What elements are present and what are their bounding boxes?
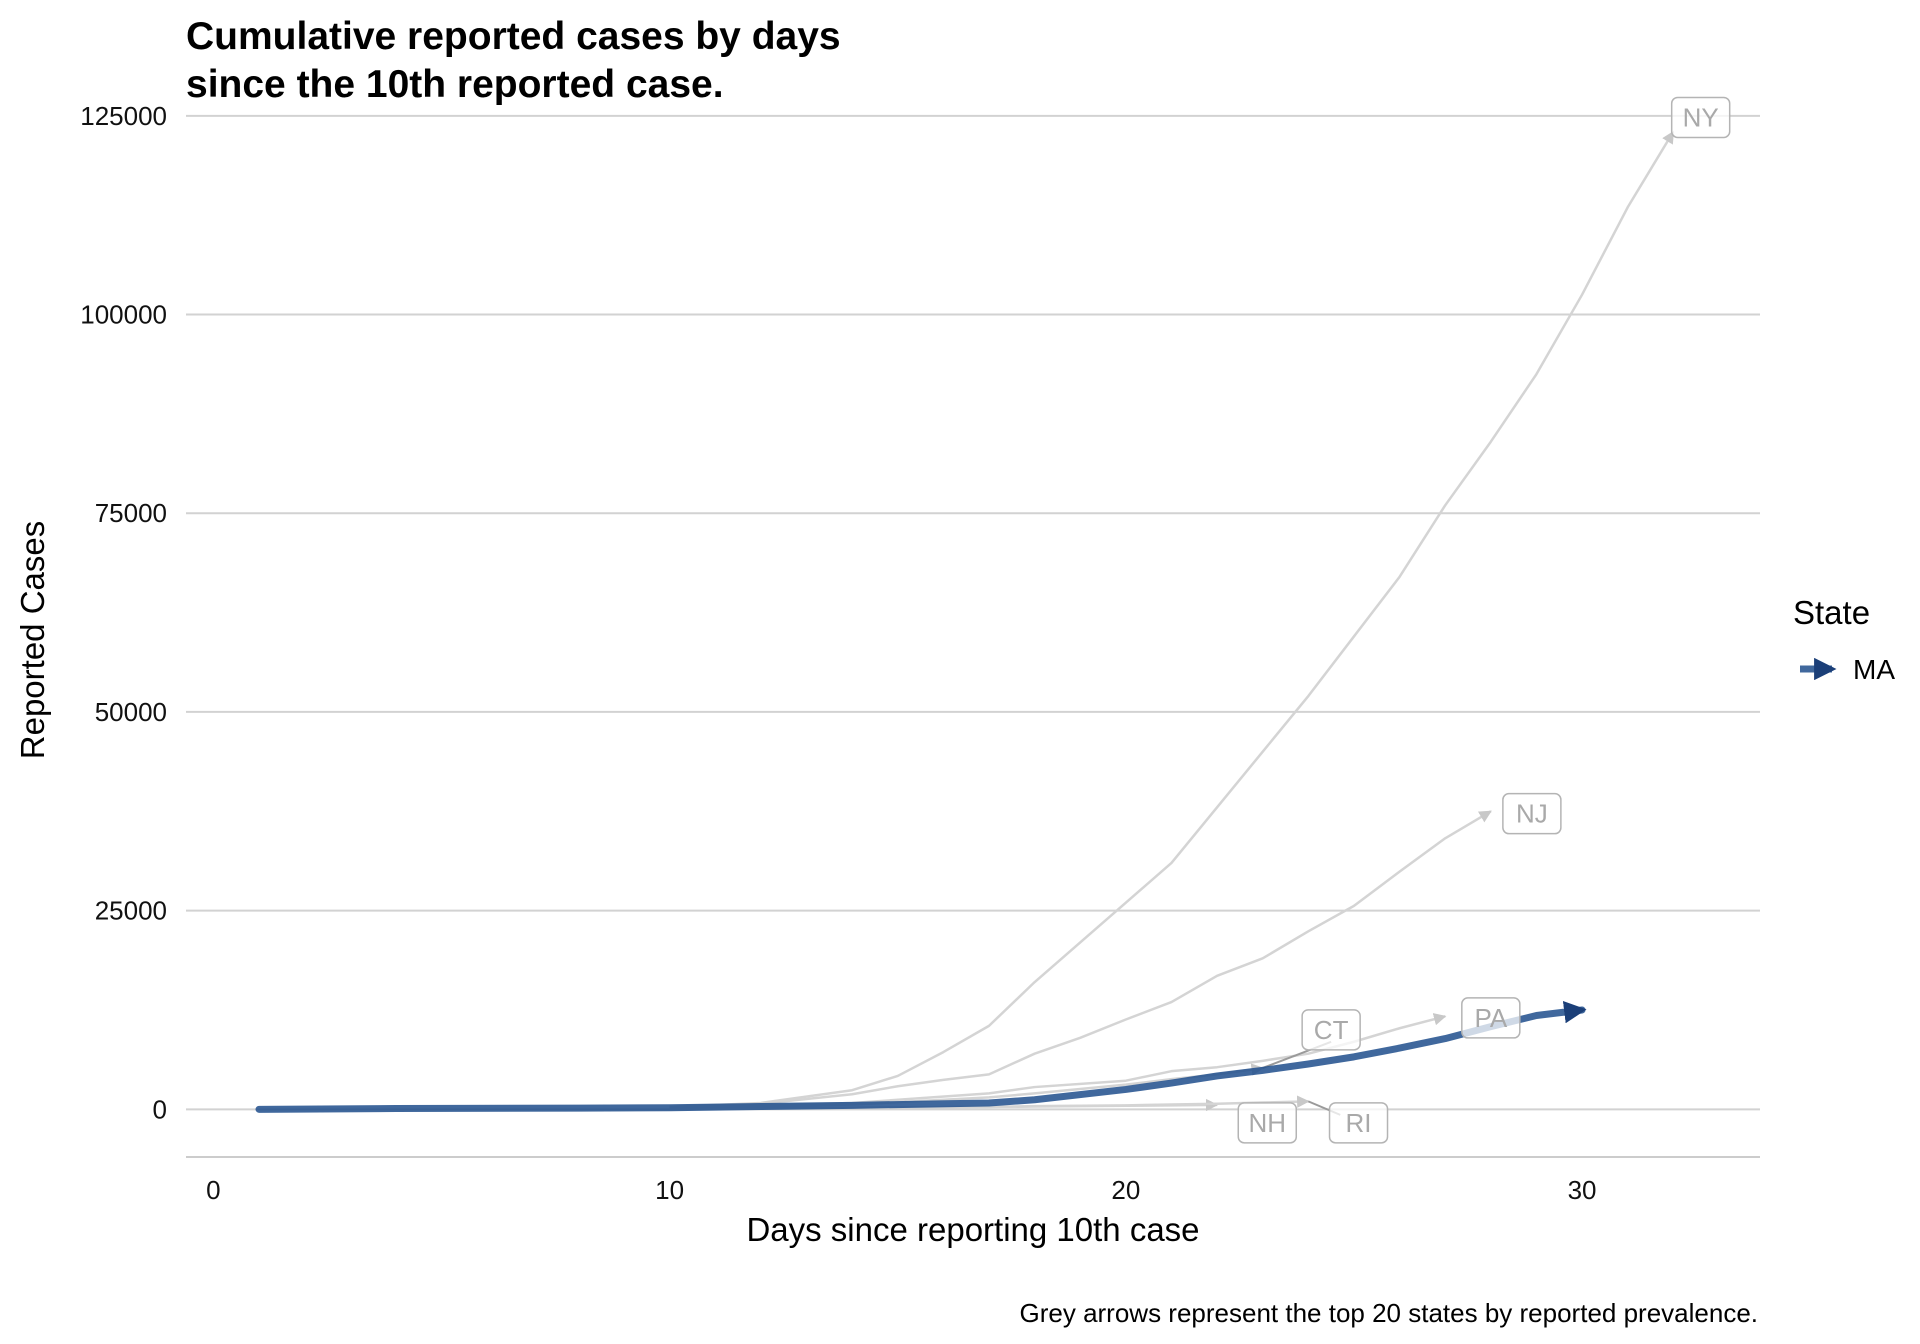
x-tick-label: 10 [655, 1175, 684, 1205]
series-line-nj [669, 810, 1492, 1109]
chart-title-line-1: Cumulative reported cases by days [186, 15, 841, 58]
series-line-pa [669, 1013, 1447, 1109]
caption: Grey arrows represent the top 20 states … [1020, 1298, 1759, 1328]
legend: State MA [1793, 594, 1895, 685]
x-axis-ticks: 0 10 20 30 [206, 1175, 1596, 1205]
state-label-box [1301, 1009, 1361, 1051]
y-tick-label: 25000 [95, 896, 167, 926]
y-tick-label: 100000 [80, 300, 167, 330]
state-labels: NY NJ PA CT NH RI [1237, 96, 1731, 1144]
state-label-ri: RI [1346, 1108, 1372, 1138]
state-label-nj: NJ [1516, 799, 1548, 829]
state-label-ct: CT [1314, 1015, 1349, 1045]
y-tick-label: 0 [153, 1094, 167, 1124]
y-axis-title: Reported Cases [14, 521, 51, 759]
x-tick-label: 30 [1568, 1175, 1597, 1205]
legend-label-ma: MA [1853, 654, 1895, 685]
state-label-pa: PA [1474, 1003, 1507, 1033]
state-label-box [1670, 96, 1731, 139]
state-label-box [1237, 1102, 1298, 1144]
x-tick-label: 20 [1111, 1175, 1140, 1205]
state-label-box [1328, 1102, 1389, 1144]
state-label-ny: NY [1683, 102, 1719, 132]
grey-series [669, 130, 1675, 1112]
chart-title-line-2: since the 10th reported case. [186, 63, 724, 106]
state-label-nh: NH [1248, 1108, 1286, 1138]
gridlines [186, 114, 1760, 1111]
y-tick-label: 75000 [95, 498, 167, 528]
state-label-box [1502, 792, 1562, 835]
highlight-series [255, 1001, 1587, 1113]
x-tick-label: 0 [206, 1175, 220, 1205]
legend-title: State [1793, 594, 1870, 631]
state-label-box [1461, 997, 1521, 1039]
series-line-ma [255, 1001, 1587, 1113]
y-axis-ticks: 0 25000 50000 75000 100000 125000 [80, 101, 167, 1124]
series-line-ny [669, 130, 1675, 1109]
y-tick-label: 50000 [95, 697, 167, 727]
x-axis-title: Days since reporting 10th case [746, 1211, 1199, 1248]
y-tick-label: 125000 [80, 101, 167, 131]
